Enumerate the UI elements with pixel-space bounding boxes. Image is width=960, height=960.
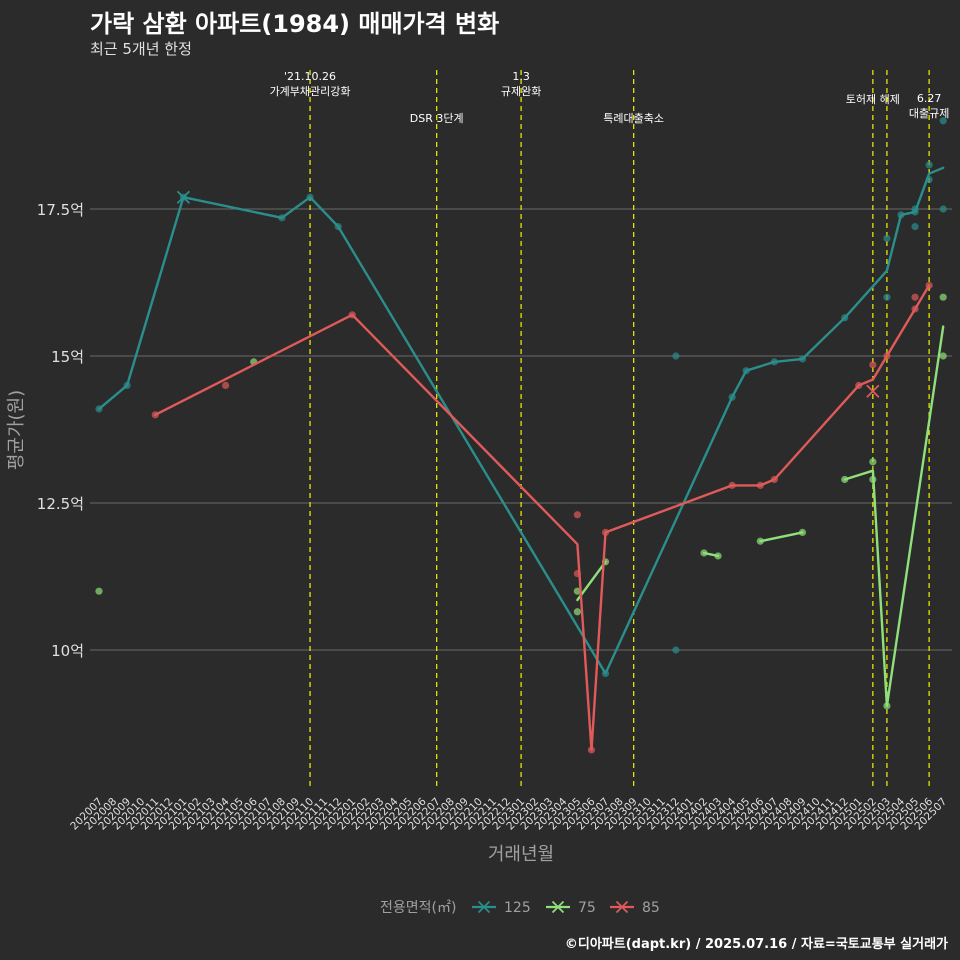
y-tick-label: 12.5억 (37, 495, 84, 513)
event-label: 대출규제 (909, 107, 949, 120)
series-125-point (672, 646, 680, 654)
chart-subtitle: 최근 5개년 한정 (90, 40, 192, 58)
series-75-segment (576, 560, 607, 602)
series-125-point (672, 352, 680, 360)
chart-title: 가락 삼환 아파트(1984) 매매가격 변화 (90, 10, 500, 38)
series-75-segment (759, 531, 804, 543)
series-125-point (911, 223, 919, 231)
event-label: 규제완화 (501, 85, 541, 98)
series-85-point (911, 293, 919, 301)
series-125-point (925, 161, 933, 169)
series-75-segment (843, 325, 945, 708)
event-label: 특례대출축소 (603, 112, 664, 125)
event-label: '21.10.26 (284, 70, 336, 83)
series-85-line (154, 284, 931, 752)
series-125-line (97, 166, 945, 675)
event-label: 6.27 (917, 92, 942, 105)
event-label: 가계부채관리강화 (270, 85, 351, 98)
series-125-point (939, 117, 947, 125)
series-75-point (95, 587, 103, 595)
series-75-point (939, 293, 947, 301)
series-85-point (573, 511, 581, 519)
series-125-point (883, 234, 891, 242)
footer-credit: ©디아파트(dapt.kr) / 2025.07.16 / 자료=국토교통부 실… (564, 937, 948, 952)
series-75-point (573, 587, 581, 595)
legend-item-label: 85 (642, 900, 660, 916)
series-125-point (939, 205, 947, 213)
legend-item-label: 75 (578, 900, 596, 916)
series-125-x-marker (176, 190, 191, 204)
series-85-x-marker (866, 384, 880, 398)
event-label: 1.3 (512, 70, 530, 83)
legend-key-x-icon (477, 900, 491, 914)
series-75-point (869, 458, 877, 466)
legend-key-x-icon (551, 900, 565, 914)
legend-key-x-icon (615, 900, 629, 914)
series-85-point (222, 381, 230, 389)
y-tick-label: 10억 (51, 642, 84, 660)
series-85-point (869, 361, 877, 369)
y-tick-label: 17.5억 (37, 201, 84, 219)
x-axis-title: 거래년월 (488, 844, 554, 865)
series-75-point (939, 352, 947, 360)
series-75-segment (702, 551, 720, 558)
event-label: DSR 3단계 (410, 112, 464, 125)
event-label: 토허제 해제 (846, 92, 900, 106)
series-125-point (883, 293, 891, 301)
legend-title: 전용면적(㎡) (380, 900, 456, 916)
y-tick-label: 15억 (51, 348, 84, 366)
legend-item-label: 125 (504, 900, 531, 916)
series-75-point (573, 608, 581, 616)
y-axis-title: 평균가(원) (6, 390, 27, 470)
